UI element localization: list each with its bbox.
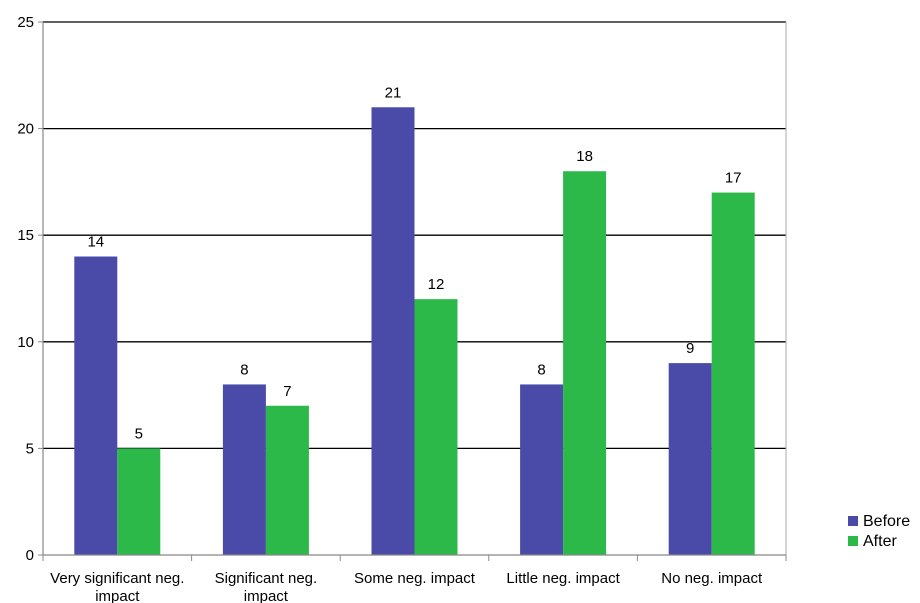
bar-before xyxy=(74,256,118,555)
y-tick-label: 15 xyxy=(17,227,34,244)
data-label: 7 xyxy=(283,383,291,400)
x-tick-label: Significant neg. xyxy=(215,570,318,587)
bar-before xyxy=(520,384,564,555)
data-label: 14 xyxy=(87,234,104,251)
legend-label-before: Before xyxy=(863,513,910,530)
data-label: 21 xyxy=(385,84,402,101)
x-tick-label: impact xyxy=(95,588,140,603)
y-tick-label: 25 xyxy=(17,14,34,31)
data-label: 12 xyxy=(428,276,445,293)
data-label: 5 xyxy=(135,425,143,442)
bar-after xyxy=(117,448,161,555)
data-label: 17 xyxy=(725,170,742,187)
x-tick-label: No neg. impact xyxy=(661,570,763,587)
legend: Before After xyxy=(848,513,910,550)
legend-swatch-before xyxy=(848,516,858,526)
bar-before xyxy=(222,384,266,555)
y-tick-label: 0 xyxy=(26,547,34,564)
data-label: 18 xyxy=(576,148,593,165)
x-tick-label: Some neg. impact xyxy=(354,570,476,587)
legend-swatch-after xyxy=(848,536,858,546)
bar-after xyxy=(563,171,607,556)
bars xyxy=(74,107,755,556)
bar-before xyxy=(668,363,712,555)
y-tick-label: 20 xyxy=(17,121,34,138)
x-tick-label: impact xyxy=(244,588,289,603)
bar-after xyxy=(414,299,458,555)
y-tick-label: 10 xyxy=(17,334,34,351)
y-tick-label: 5 xyxy=(26,440,34,457)
bar-before xyxy=(371,107,415,555)
x-tick-label: Very significant neg. xyxy=(50,570,184,587)
axes xyxy=(38,21,787,561)
legend-label-after: After xyxy=(863,533,897,550)
x-tick-label: Little neg. impact xyxy=(506,570,620,587)
data-label: 8 xyxy=(537,361,545,378)
data-label: 8 xyxy=(240,361,248,378)
data-label: 9 xyxy=(686,340,694,357)
bar-after xyxy=(265,405,309,555)
bar-after xyxy=(711,192,755,555)
